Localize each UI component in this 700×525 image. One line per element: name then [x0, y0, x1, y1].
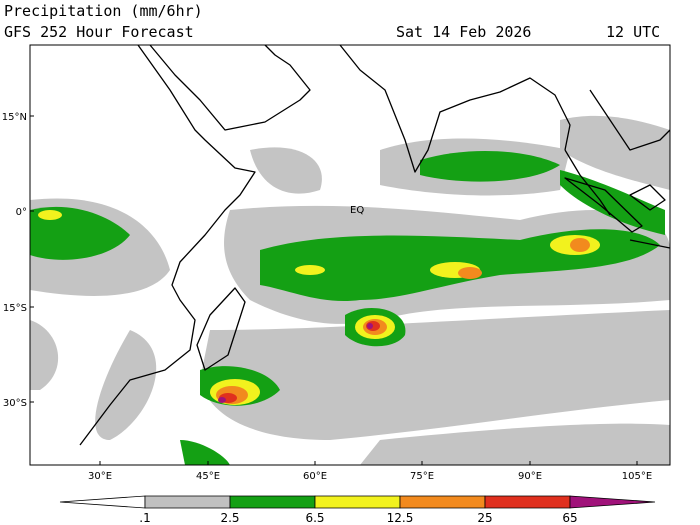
lon-label: 75°E: [410, 471, 434, 482]
lon-labels: 30°E 45°E 60°E 75°E 90°E 105°E: [88, 461, 652, 482]
lon-label: 60°E: [303, 471, 327, 482]
colorbar-segment: [314, 495, 401, 509]
equator-label: EQ: [350, 205, 364, 216]
subtitle: GFS 252 Hour Forecast: [4, 23, 194, 41]
lon-label: 45°E: [196, 471, 220, 482]
colorbar-segment: [144, 495, 231, 509]
colorbar-segment: [59, 495, 146, 509]
lat-label: 0°: [16, 207, 27, 218]
lon-label: 105°E: [622, 471, 652, 482]
lat-label: 30°S: [3, 398, 27, 409]
colorbar-segment: [399, 495, 486, 509]
extreme-rain: [218, 323, 373, 403]
lon-label: 90°E: [518, 471, 542, 482]
lat-labels: 15°N 0° 15°S 30°S: [2, 112, 34, 409]
map: EQ 15°N 0° 15°S 30°S 30°E 45°E 60°E 75°E 90°E 10…: [2, 44, 671, 482]
colorbar-label: 65: [562, 511, 577, 525]
title: Precipitation (mm/6hr): [4, 2, 203, 20]
time: 12 UTC: [606, 23, 660, 41]
moderate-rain: [30, 150, 665, 465]
date: Sat 14 Feb 2026: [396, 23, 531, 41]
colorbar-label: 6.5: [305, 511, 324, 525]
colorbar-segment: [569, 495, 656, 509]
map-frame: [29, 44, 671, 466]
colorbar-segment: [229, 495, 316, 509]
colorbar: .1 2.5 6.5 12.5 25 65: [59, 495, 656, 525]
colorbar-segment: [484, 495, 571, 509]
coastlines: [79, 44, 671, 446]
lat-label: 15°S: [3, 303, 27, 314]
lon-label: 30°E: [88, 471, 112, 482]
colorbar-label: 25: [477, 511, 492, 525]
lat-label: 15°N: [2, 112, 27, 123]
colorbar-label: 2.5: [220, 511, 239, 525]
colorbar-label: .1: [139, 511, 150, 525]
colorbar-label: 12.5: [387, 511, 414, 525]
